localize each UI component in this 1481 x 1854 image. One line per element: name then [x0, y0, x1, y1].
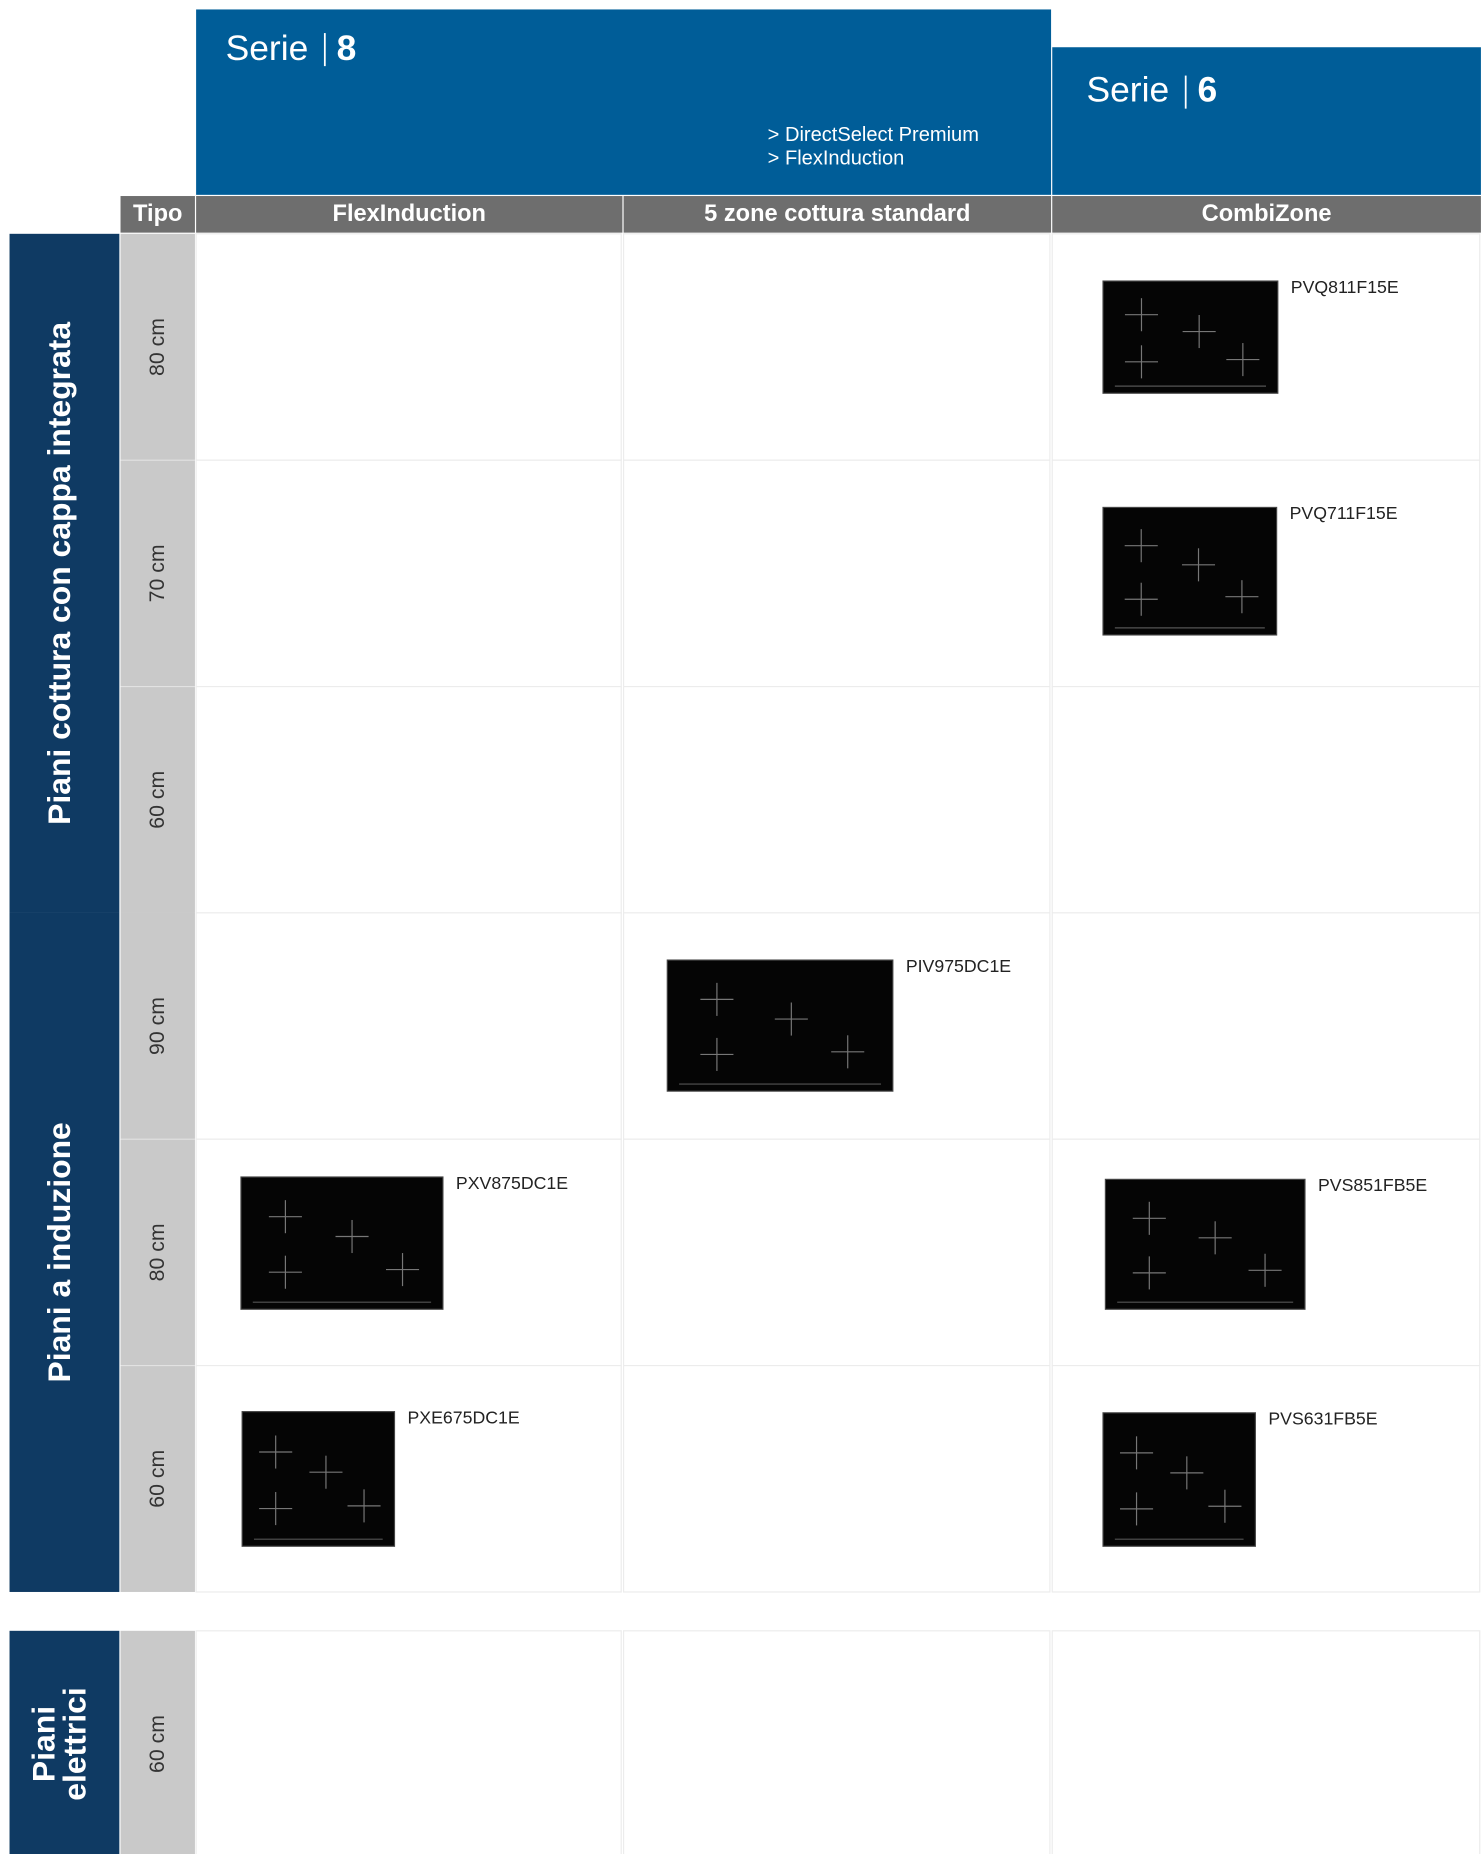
product-image [1102, 1412, 1256, 1547]
feature: > DirectSelect Premium [768, 124, 979, 146]
group-band [9, 1630, 120, 1854]
column-header-label: Tipo [133, 201, 182, 227]
cell [195, 459, 622, 688]
column-header [196, 196, 623, 233]
product-image [1104, 1178, 1306, 1310]
size-cell [120, 1365, 195, 1592]
feature: > FlexInduction [768, 148, 905, 170]
size-cell [120, 686, 195, 913]
size-cell [120, 912, 195, 1140]
product-code: PIV975DC1E [906, 956, 1011, 976]
serie6-header [1052, 47, 1481, 195]
size-cell [120, 1630, 195, 1854]
product-code: PVQ811F15E [1291, 277, 1399, 297]
size-label: 60 cm [145, 1715, 169, 1773]
column-header [120, 196, 195, 233]
cell [195, 233, 622, 461]
product-image [1102, 506, 1278, 636]
serie-label: Serie [226, 28, 309, 68]
cell [1051, 685, 1481, 914]
product-image [666, 959, 894, 1092]
group-label: Piani [26, 1706, 62, 1782]
product-code: PVQ711F15E [1290, 503, 1398, 523]
cell [195, 912, 622, 1140]
size-label: 60 cm [145, 1450, 169, 1508]
product-code: PXE675DC1E [407, 1407, 519, 1427]
cell [623, 1364, 1051, 1593]
serie-label: Serie [1087, 69, 1170, 109]
hob [241, 1411, 396, 1547]
size-label: 80 cm [145, 318, 169, 376]
hob [1104, 1178, 1306, 1310]
size-label: 70 cm [145, 544, 169, 602]
group-band [9, 912, 120, 1592]
cell [623, 1630, 1051, 1854]
cell [1051, 912, 1481, 1140]
group-label: Piani cottura con cappa integrata [41, 322, 77, 825]
column-header [623, 196, 1052, 233]
cell [623, 233, 1051, 461]
serie8-header [196, 9, 1052, 195]
cell [623, 1138, 1051, 1367]
size-label: 60 cm [145, 771, 169, 829]
cell [195, 685, 622, 914]
size-label: 90 cm [145, 997, 169, 1055]
serie-number: 6 [1198, 69, 1218, 109]
hob [1102, 280, 1279, 394]
hob [240, 1176, 444, 1310]
size-cell [120, 1139, 195, 1366]
size-label: 80 cm [145, 1223, 169, 1281]
size-cell [120, 460, 195, 687]
group-label: elettrici [56, 1687, 92, 1800]
group-label: Piani a induzione [41, 1122, 77, 1382]
product-image [241, 1411, 396, 1547]
column-header [1052, 196, 1481, 233]
product-image [1102, 280, 1279, 394]
hob [666, 959, 894, 1092]
product-image [240, 1176, 444, 1310]
cell [623, 685, 1051, 914]
group-band [9, 233, 120, 913]
column-header-label: FlexInduction [333, 201, 486, 227]
column-header-label: 5 zone cottura standard [704, 201, 970, 227]
product-code: PVS851FB5E [1318, 1175, 1427, 1195]
cell [623, 459, 1051, 688]
cell [195, 1630, 622, 1854]
product-code: PXV875DC1E [456, 1173, 568, 1193]
size-cell [120, 233, 195, 461]
serie-number: 8 [337, 28, 357, 68]
hob [1102, 506, 1278, 636]
column-header-label: CombiZone [1202, 201, 1332, 227]
cell [1051, 1630, 1481, 1854]
hob [1102, 1412, 1256, 1547]
product-code: PVS631FB5E [1268, 1409, 1377, 1429]
